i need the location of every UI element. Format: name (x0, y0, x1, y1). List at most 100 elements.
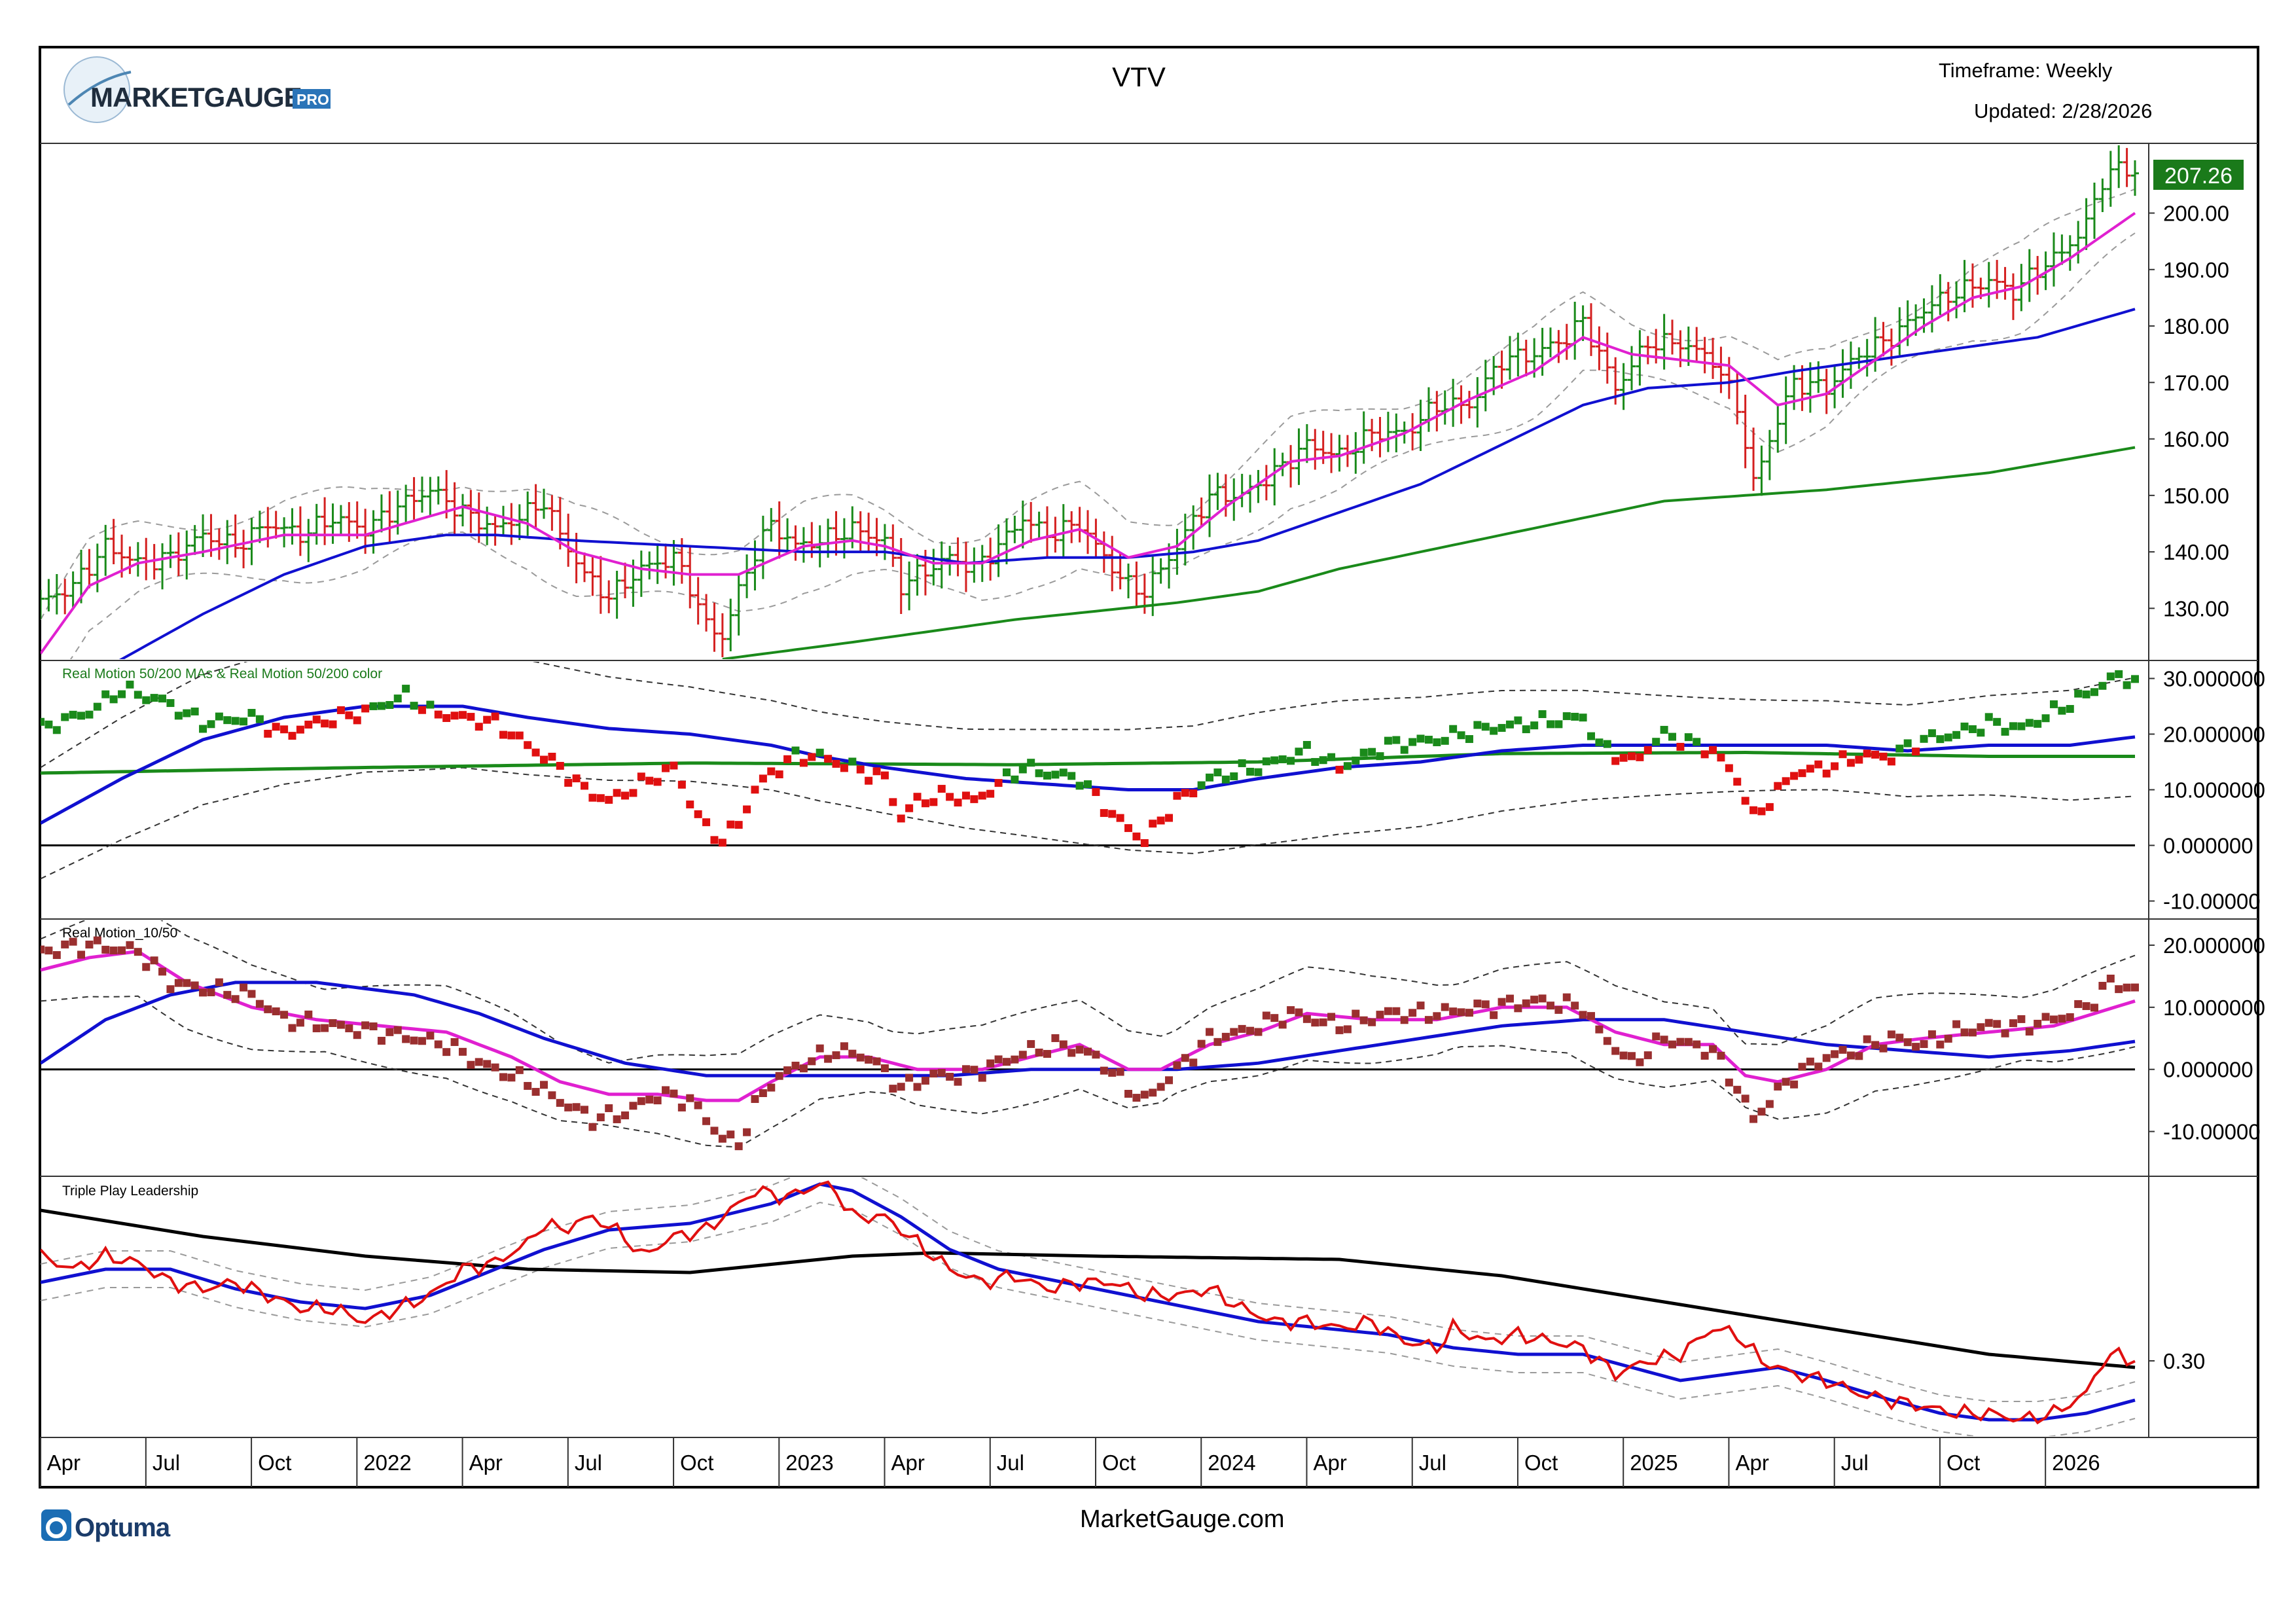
rm5020-point (1213, 768, 1222, 777)
price-bar (458, 494, 467, 527)
rm5020-point (1368, 748, 1376, 756)
rm1050-point (1846, 1051, 1855, 1060)
rm5020-point (2009, 722, 2017, 731)
rm5020-point (751, 785, 759, 794)
rm1050-point (434, 1040, 442, 1049)
rm1050-point (1757, 1108, 1766, 1116)
x-tick-label: Oct (1102, 1451, 1136, 1475)
footer-site-link[interactable]: MarketGauge.com (1080, 1506, 1285, 1533)
rm5020-point (1002, 768, 1011, 776)
rm1050-band-upper (41, 920, 2136, 1064)
rm5020-point (1206, 773, 1214, 782)
price-bar (1928, 285, 1936, 333)
price-bar (2106, 151, 2115, 207)
price-bar (1465, 391, 1473, 419)
rm5020-point (1530, 721, 1539, 730)
price-bar (743, 554, 751, 598)
rm1050-y-tick-label: 20.000000 (2163, 933, 2265, 958)
rm1050-point (718, 1134, 726, 1143)
price-bar (994, 524, 1003, 577)
rm1050-point (418, 1037, 426, 1045)
tpl-y-tick-label: 0.30 (2163, 1349, 2205, 1373)
rm5020-point (483, 715, 492, 724)
rm1050-point (1611, 1047, 1620, 1055)
x-tick-label: Jul (997, 1451, 1024, 1475)
rm1050-point (61, 940, 69, 948)
rm1050-point (1270, 1014, 1279, 1022)
rm5020-point (1287, 757, 1295, 765)
rm5020-point (662, 764, 670, 772)
price-bar (190, 525, 199, 555)
rm5020-point (1693, 738, 1701, 746)
rm5020-point (2131, 675, 2139, 683)
rm1050-point (2123, 983, 2131, 992)
brand-badge-bg (293, 89, 331, 109)
price-bar (223, 520, 232, 564)
rm1050-point (142, 963, 151, 971)
rm1050-title: Real Motion_10/50 (62, 926, 177, 941)
rm5020-point (1765, 803, 1774, 811)
rm1050-point (85, 941, 94, 948)
rm5020-y-tick-label: 0.000000 (2163, 834, 2253, 858)
rm5020-point (913, 793, 922, 801)
rm1050-point (1782, 1077, 1790, 1086)
rm1050-y-tick-label: 10.000000 (2163, 996, 2265, 1020)
rm5020-point (1140, 839, 1149, 847)
rm5020-point (1944, 733, 1952, 742)
x-tick-label: Apr (469, 1451, 503, 1475)
rm1050-point (1027, 1039, 1035, 1048)
rm5020-point (1108, 810, 1117, 818)
price-bar (531, 484, 540, 530)
price-bar (240, 530, 248, 569)
rm5020-point (296, 725, 304, 734)
rm5020-point (166, 699, 175, 708)
rm5020-point (1246, 767, 1255, 776)
rm5020-point (1636, 753, 1644, 761)
rm5020-point (288, 732, 296, 740)
price-bar (1522, 340, 1530, 376)
rm1050-point (581, 1106, 589, 1114)
price-ma200-line (722, 446, 2136, 659)
rm5020-point (434, 710, 442, 719)
rm1050-point (1619, 1051, 1628, 1060)
price-bar (1562, 323, 1571, 360)
price-bar (913, 554, 922, 596)
rm5020-point (1619, 753, 1628, 762)
price-panel: 200.00 190.00 180.00 170.00 160.00 150.00 140.… (41, 145, 2229, 659)
rm5020-point (240, 717, 248, 726)
globe-swoosh (67, 71, 132, 106)
rm1050-point (1206, 1028, 1214, 1036)
price-bar (588, 556, 597, 596)
rm1050-point (1765, 1100, 1774, 1108)
rm1050-point (588, 1123, 597, 1131)
rm1050-point (458, 1047, 467, 1056)
rm1050-point (41, 945, 45, 954)
rm1050-point (1262, 1011, 1270, 1020)
price-bar (166, 534, 175, 568)
price-bar (1295, 428, 1303, 485)
rm1050-plot (41, 920, 2139, 1151)
rm1050-point (190, 981, 199, 990)
rm5020-point (605, 795, 613, 804)
rm1050-point (524, 1081, 532, 1090)
rm5020-point (183, 709, 191, 717)
rm1050-point (1002, 1058, 1011, 1066)
rm1050-point (1636, 1058, 1644, 1066)
rm1050-point (1749, 1115, 1758, 1123)
rm5020-point (69, 710, 77, 719)
x-tick-label: Jul (575, 1451, 602, 1475)
rm1050-point (662, 1086, 670, 1094)
rm1050-point (126, 941, 134, 949)
rm1050-point (1352, 1009, 1360, 1018)
rm5020-point (1806, 765, 1814, 773)
price-ma10-line (41, 211, 2136, 655)
rm5020-point (1603, 740, 1611, 748)
rm5020-point (1717, 753, 1725, 762)
rm5020-point (329, 720, 337, 729)
rm5020-point (1831, 762, 1839, 770)
rm1050-point (1278, 1020, 1287, 1029)
rm5020-point (872, 767, 881, 776)
price-bar (621, 562, 630, 598)
rm5020-point (1481, 723, 1490, 731)
rm1050-point (572, 1103, 581, 1111)
